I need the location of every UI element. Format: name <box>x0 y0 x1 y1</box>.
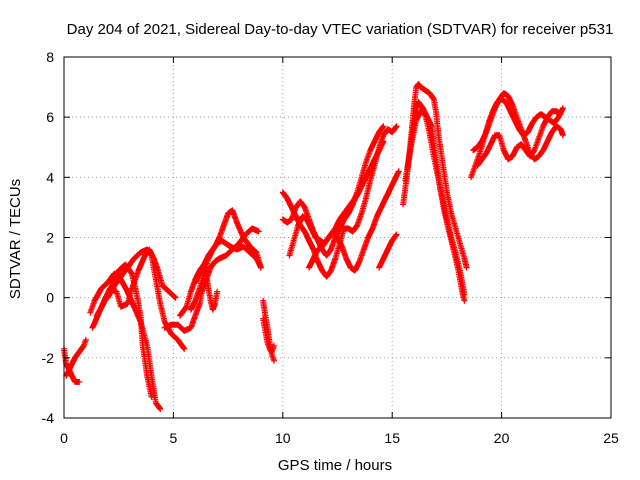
series-arc-13 <box>279 123 400 280</box>
tick-labels: 0 5 10 15 20 25 -4 -2 0 2 4 6 8 <box>42 49 619 446</box>
x-tick-label: 5 <box>170 430 178 446</box>
series-arc-12 <box>260 315 277 355</box>
y-tick-label: 6 <box>46 109 54 125</box>
series-markers <box>192 261 221 313</box>
chart-title: Day 204 of 2021, Sidereal Day-to-day VTE… <box>67 21 614 38</box>
x-axis-title: GPS time / hours <box>278 457 392 474</box>
series-arc-16 <box>306 138 387 271</box>
x-tick-label: 15 <box>384 430 400 446</box>
series-markers <box>260 315 277 355</box>
series-arc-10 <box>192 261 221 313</box>
series-arc-2 <box>63 336 89 379</box>
y-tick-label: 4 <box>46 169 54 185</box>
x-tick-label: 0 <box>60 430 68 446</box>
y-tick-label: 0 <box>46 290 54 306</box>
x-tick-label: 25 <box>603 430 619 446</box>
series-arc-17 <box>376 231 400 271</box>
data-points <box>61 81 566 412</box>
series-markers <box>161 225 262 334</box>
series-markers <box>376 231 400 271</box>
series-markers <box>63 336 89 379</box>
series-markers <box>470 90 566 163</box>
y-tick-label: 8 <box>46 49 54 65</box>
y-tick-label: -4 <box>42 410 55 426</box>
series-markers <box>279 123 400 280</box>
x-tick-label: 20 <box>494 430 510 446</box>
x-tick-label: 10 <box>275 430 291 446</box>
y-axis-title: SDTVAR / TECUs <box>7 179 24 299</box>
axis-ticks <box>63 56 612 419</box>
series-markers <box>104 246 188 352</box>
series-arc-20 <box>404 108 468 298</box>
y-tick-label: 2 <box>46 230 54 246</box>
series-markers <box>404 108 468 298</box>
y-tick-label: -2 <box>42 350 55 366</box>
series-arc-22 <box>470 90 566 163</box>
series-arc-6 <box>104 246 188 352</box>
series-arc-7 <box>161 225 262 334</box>
series-arc-23 <box>474 108 564 169</box>
series-markers <box>306 138 387 271</box>
series-markers <box>474 108 564 169</box>
